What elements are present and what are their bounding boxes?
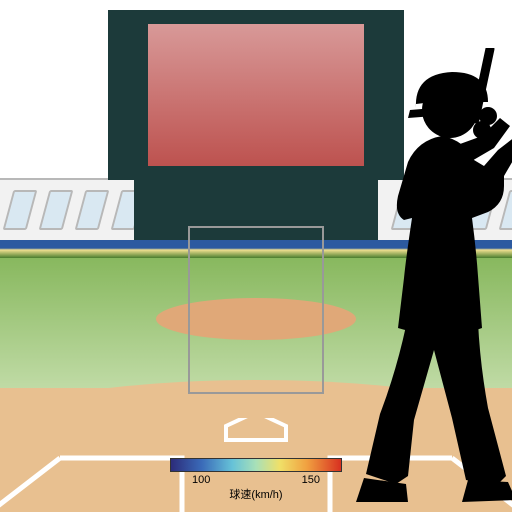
strike-zone [188,226,324,394]
batter-silhouette [310,48,512,508]
stand-panel [75,190,110,230]
speed-legend: 100 150 球速(km/h) [170,458,342,502]
stand-panel [3,190,38,230]
speed-tick: 100 [192,474,210,486]
speed-colorbar [170,458,342,472]
stand-panel [39,190,74,230]
speed-label: 球速(km/h) [170,486,342,502]
speed-ticks: 100 150 [170,474,342,486]
speed-tick: 150 [302,474,320,486]
pitch-location-scene: 100 150 球速(km/h) [0,0,512,512]
